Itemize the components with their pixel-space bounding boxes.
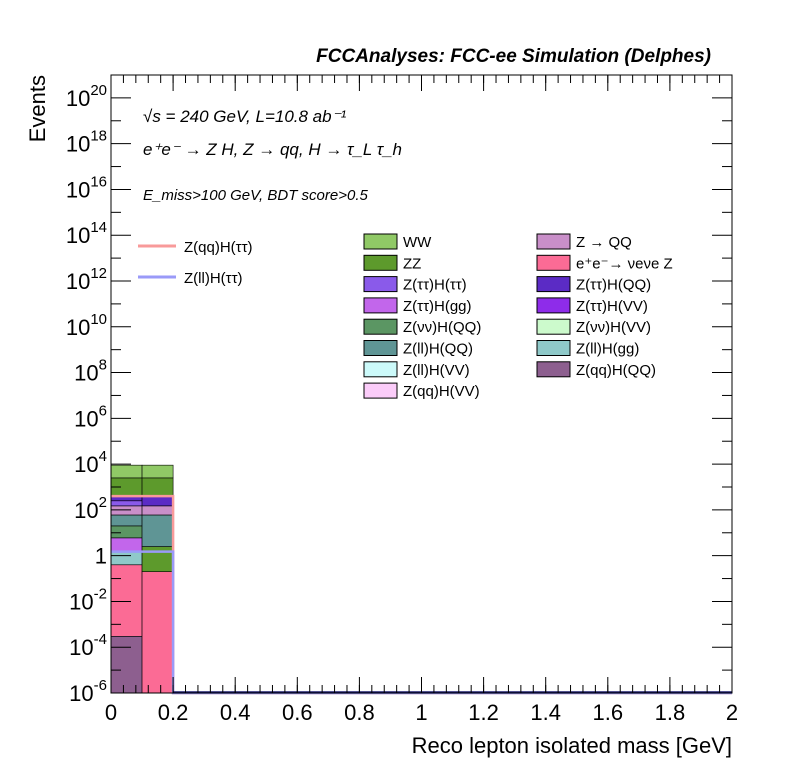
y-tick-label: 10-4 [69, 631, 107, 660]
x-tick-label: 2 [726, 700, 738, 725]
y-tick-label: 1012 [66, 265, 107, 294]
legend-label: e⁺e⁻→ νeνe Z [576, 255, 673, 272]
x-tick-label: 0 [105, 700, 117, 725]
y-tick-label: 104 [74, 448, 107, 477]
x-tick-label: 0.4 [220, 700, 251, 725]
x-axis-title: Reco lepton isolated mass [GeV] [412, 733, 732, 758]
bar-segment-bin1-0 [141, 571, 174, 694]
bar-segment-bin0-5 [110, 514, 143, 527]
bar-segment-bin0-7 [110, 500, 143, 507]
legend-label: Z(qq)H(QQ) [576, 362, 656, 379]
legend-label: Z → QQ [576, 234, 632, 251]
y-tick-label: 10-2 [69, 585, 107, 614]
bar-segment-bin1-5 [141, 477, 174, 497]
legend-swatch [363, 361, 398, 378]
legend-swatch [363, 276, 398, 293]
legend-swatch [536, 318, 571, 335]
annotation-energy-lumi: √s = 240 GeV, L=10.8 ab⁻¹ [143, 107, 347, 126]
annotation-line-1: √s = 240 GeV, L=10.8 ab⁻¹ [143, 107, 347, 126]
y-tick-label: 106 [74, 402, 107, 431]
legend-swatch [536, 361, 571, 378]
bar-segment-bin0-4 [110, 525, 143, 539]
x-tick-label: 0.6 [282, 700, 313, 725]
legend-swatch [536, 297, 571, 314]
y-tick-label: 1014 [66, 219, 107, 248]
x-tick-label: 1.6 [593, 700, 624, 725]
legend-swatch [363, 340, 398, 356]
bar-segment-bin0-0 [110, 636, 143, 694]
legend-line-label: Z(qq)H(ττ) [184, 239, 253, 256]
legend-swatch [536, 340, 571, 356]
legend-label: ZZ [403, 255, 421, 272]
legend-swatch [536, 254, 571, 271]
y-axis-title: Events [25, 75, 50, 142]
bar-segment-bin1-6 [141, 464, 174, 479]
y-tick-label: 1010 [66, 311, 107, 340]
legend-line-label: Z(ll)H(ττ) [184, 270, 243, 287]
annotation-line-3: E_miss>100 GeV, BDT score>0.5 [143, 187, 368, 204]
signal-lines [111, 494, 732, 695]
legend-label: Z(ττ)H(VV) [576, 298, 648, 315]
bar-segment-bin0-2 [110, 550, 143, 566]
legend-label: Z(νν)H(QQ) [403, 319, 481, 336]
signal-line-0 [111, 494, 732, 695]
bar-segment-bin1-3 [141, 505, 174, 516]
legend-swatch [536, 276, 571, 293]
chart-title: FCCAnalyses: FCC-ee Simulation (Delphes) [316, 46, 711, 67]
legend-label: Z(ττ)H(QQ) [576, 277, 651, 294]
y-tick-label: 1018 [66, 128, 107, 157]
x-axis-ticks: 0 0.2 0.4 0.6 0.8 1 1.2 1.4 1.6 1.8 2 [105, 75, 738, 725]
legend-background-column-1: WW ZZ Z(ττ)H(ττ) Z(ττ)H(gg) Z(νν)H(QQ) Z(ll)H… [363, 233, 481, 400]
y-tick-label: 10-6 [69, 677, 107, 706]
legend-label: Z(ll)H(VV) [403, 362, 470, 379]
bar-segment-bin1-2 [141, 514, 174, 547]
y-tick-label: 1016 [66, 173, 107, 202]
legend-label: WW [403, 234, 432, 251]
bar-segment-bin0-3 [110, 537, 143, 552]
stacked-bars [110, 464, 174, 694]
x-tick-label: 1.2 [468, 700, 499, 725]
x-tick-label: 1 [415, 700, 427, 725]
x-tick-label: 1.8 [655, 700, 686, 725]
legend-label: Z(νν)H(VV) [576, 319, 651, 336]
legend-swatch [363, 382, 398, 399]
signal-line-1 [111, 550, 732, 695]
legend-swatch [536, 233, 571, 250]
bar-segment-bin0-10 [110, 464, 143, 479]
bar-segment-bin1-4 [141, 495, 174, 507]
legend-label: Z(ll)H(QQ) [403, 341, 473, 358]
x-tick-label: 1.4 [530, 700, 561, 725]
legend-background-column-2: Z → QQ e⁺e⁻→ νeνe Z Z(ττ)H(QQ) Z(ττ)H(VV) Z(… [536, 233, 673, 379]
y-tick-label: 108 [74, 357, 107, 386]
y-tick-label: 102 [74, 494, 107, 523]
legend-swatch [363, 254, 398, 271]
legend-label: Z(ll)H(gg) [576, 341, 639, 358]
x-tick-label: 0.8 [344, 700, 375, 725]
legend-swatch [363, 233, 398, 250]
legend-swatch [363, 318, 398, 335]
bar-segment-bin0-1 [110, 564, 143, 637]
bar-segment-bin1-1 [141, 546, 174, 572]
legend-signal: Z(qq)H(ττ) Z(ll)H(ττ) [138, 239, 253, 287]
bar-segment-bin0-6 [110, 505, 143, 516]
legend-label: Z(ττ)H(gg) [403, 298, 472, 315]
annotation-line-2: e⁺e⁻ → Z H, Z → qq, H → τ_L τ_h [143, 140, 402, 159]
legend-label: Z(qq)H(VV) [403, 383, 480, 400]
legend-swatch [363, 297, 398, 314]
x-tick-label: 0.2 [158, 700, 189, 725]
y-tick-label: 1020 [66, 82, 107, 111]
y-tick-label: 1 [95, 544, 107, 569]
y-axis-ticks: 10-6 10-4 10-2 1 102 104 106 108 1010 1012 1014 101… [66, 74, 732, 706]
legend-label: Z(ττ)H(ττ) [403, 277, 467, 294]
